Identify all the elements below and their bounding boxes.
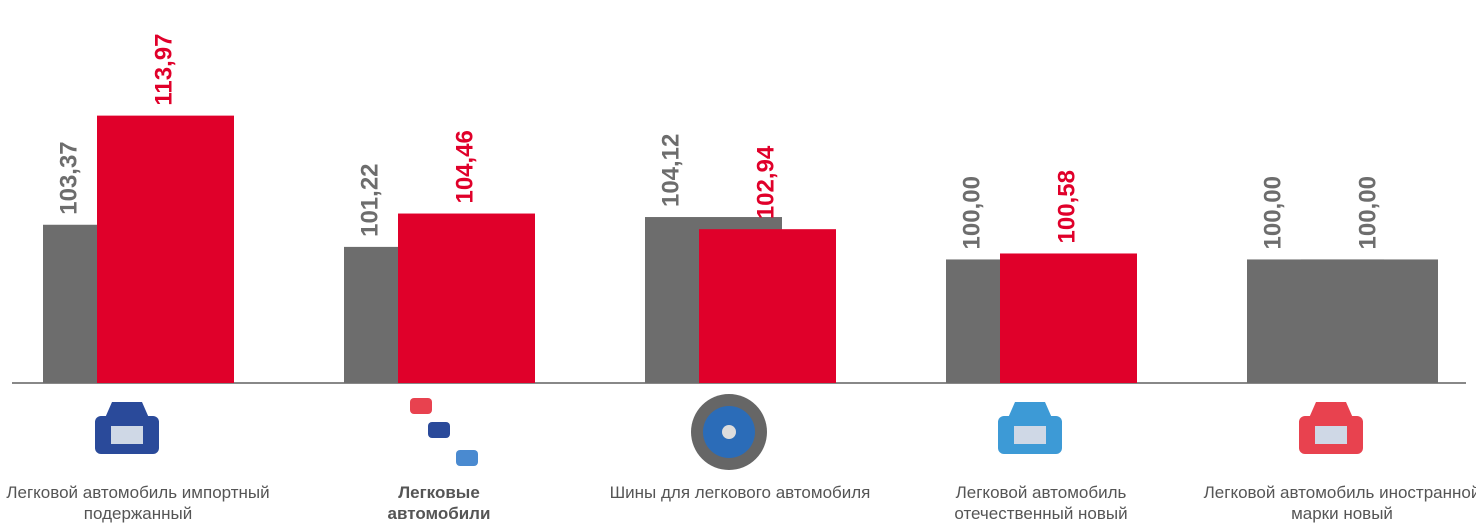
value-label: 103,37 [55, 141, 82, 214]
car-mini [410, 398, 432, 414]
category-icon [410, 398, 478, 466]
car-grille [1315, 426, 1347, 444]
category-icon [1299, 402, 1363, 454]
car-roof [1309, 402, 1353, 418]
value-label: 104,46 [451, 130, 478, 203]
value-label: 101,22 [356, 163, 383, 236]
category-icon [95, 402, 159, 454]
value-label: 100,00 [1259, 176, 1286, 249]
bar [1000, 253, 1137, 383]
bar [1301, 259, 1438, 383]
car-grille [1014, 426, 1046, 444]
car-mini [456, 450, 478, 466]
value-label: 100,58 [1053, 170, 1080, 243]
value-label: 100,00 [1354, 176, 1381, 249]
car-roof [1008, 402, 1052, 418]
value-label: 113,97 [150, 34, 177, 106]
bar [97, 115, 234, 383]
value-label: 100,00 [958, 176, 985, 249]
bar [398, 213, 535, 383]
car-roof [105, 402, 149, 418]
x-tick-label: Легковые автомобили [387, 483, 491, 523]
category-icon [998, 402, 1062, 454]
value-label: 104,12 [657, 134, 684, 207]
x-tick-label: Легковой автомобиль импортный подержанны… [6, 483, 270, 523]
bar [699, 229, 836, 383]
x-tick-label: Легковой автомобиль отечественный новый [954, 483, 1128, 523]
value-label: 102,94 [752, 145, 779, 219]
x-tick-label: Шины для легкового автомобиля [609, 483, 871, 502]
hub [722, 425, 736, 439]
category-icon [691, 394, 767, 470]
car-mini [428, 422, 450, 438]
car-grille [111, 426, 143, 444]
x-tick-label: Легковой автомобиль иностранной марки но… [1203, 483, 1476, 523]
